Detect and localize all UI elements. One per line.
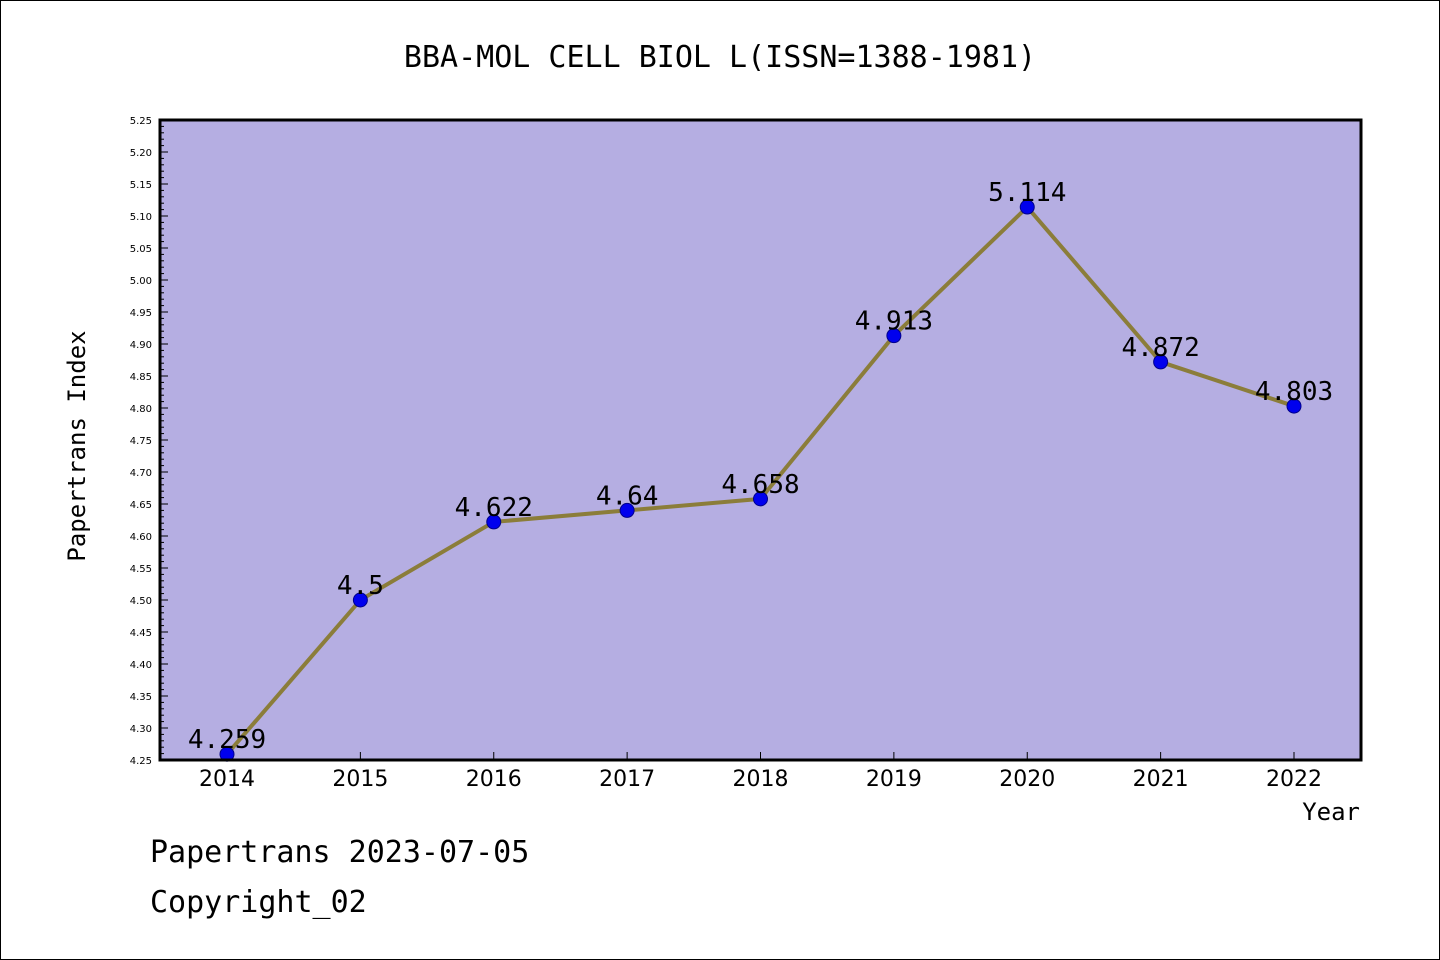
y-tick-label: 4.25 [130,756,152,767]
x-tick-label: 2022 [1266,767,1322,792]
plot-border [158,118,1363,762]
y-tick-label: 4.80 [130,404,152,415]
data-point [886,328,902,344]
x-tick-label: 2015 [332,767,388,792]
y-tick-label: 4.60 [130,532,152,543]
data-label: 4.259 [188,725,266,755]
chart-title: BBA-MOL CELL BIOL L(ISSN=1388-1981) [404,40,1036,75]
data-point [619,502,635,518]
data-point [1286,398,1302,414]
y-tick-label: 4.70 [130,468,152,479]
data-label: 4.803 [1255,377,1333,407]
y-tick-label: 5.00 [130,276,152,287]
y-tick-label: 4.90 [130,340,152,351]
x-axis: 2014 2015 2016 2017 2018 2019 2020 2021 2022 [199,752,1322,792]
x-tick-label: 2014 [199,767,255,792]
data-point [486,514,502,530]
data-point [1019,199,1035,215]
y-axis-label: Papertrans Index [63,330,91,561]
x-tick-label: 2020 [999,767,1055,792]
data-point [1153,354,1169,370]
y-tick-label: 5.10 [130,212,152,223]
y-tick-label: 4.50 [130,596,152,607]
y-tick-label: 4.75 [130,436,152,447]
x-tick-label: 2018 [733,767,789,792]
y-tick-label: 5.15 [130,180,152,191]
y-tick-label: 4.40 [130,660,152,671]
x-tick-label: 2017 [599,767,655,792]
y-tick-label: 4.35 [130,692,152,703]
y-axis: 4.25 4.30 4.35 4.40 4.45 4.50 4.55 4.60 4.65 4.70… [130,116,168,767]
y-tick-label: 5.20 [130,148,152,159]
x-tick-label: 2016 [466,767,522,792]
x-axis-label: Year [1302,798,1360,826]
footer-copyright: Copyright_02 [150,885,367,920]
y-tick-label: 5.05 [130,244,152,255]
data-labels: 4.259 4.5 4.622 4.64 4.658 4.913 5.114 4.872 4.8… [188,178,1333,755]
footer-date: Papertrans 2023-07-05 [150,835,530,870]
data-label: 4.913 [855,307,933,337]
y-tick-label: 4.65 [130,500,152,511]
x-tick-label: 2021 [1133,767,1189,792]
plot-area [160,120,1361,760]
y-tick-label: 4.85 [130,372,152,383]
data-label: 4.872 [1121,333,1199,363]
data-label: 5.114 [988,178,1066,208]
y-tick-label: 4.95 [130,308,152,319]
y-tick-label: 5.25 [130,116,152,127]
y-tick-label: 4.45 [130,628,152,639]
y-tick-label: 4.30 [130,724,152,735]
data-point [753,491,768,507]
x-tick-label: 2019 [866,767,922,792]
y-tick-label: 4.55 [130,564,152,575]
data-label: 4.64 [596,481,659,511]
data-label: 4.622 [455,493,533,523]
data-point [352,592,368,608]
data-label: 4.5 [337,571,384,601]
data-label: 4.658 [721,470,799,500]
markers [219,199,1302,762]
